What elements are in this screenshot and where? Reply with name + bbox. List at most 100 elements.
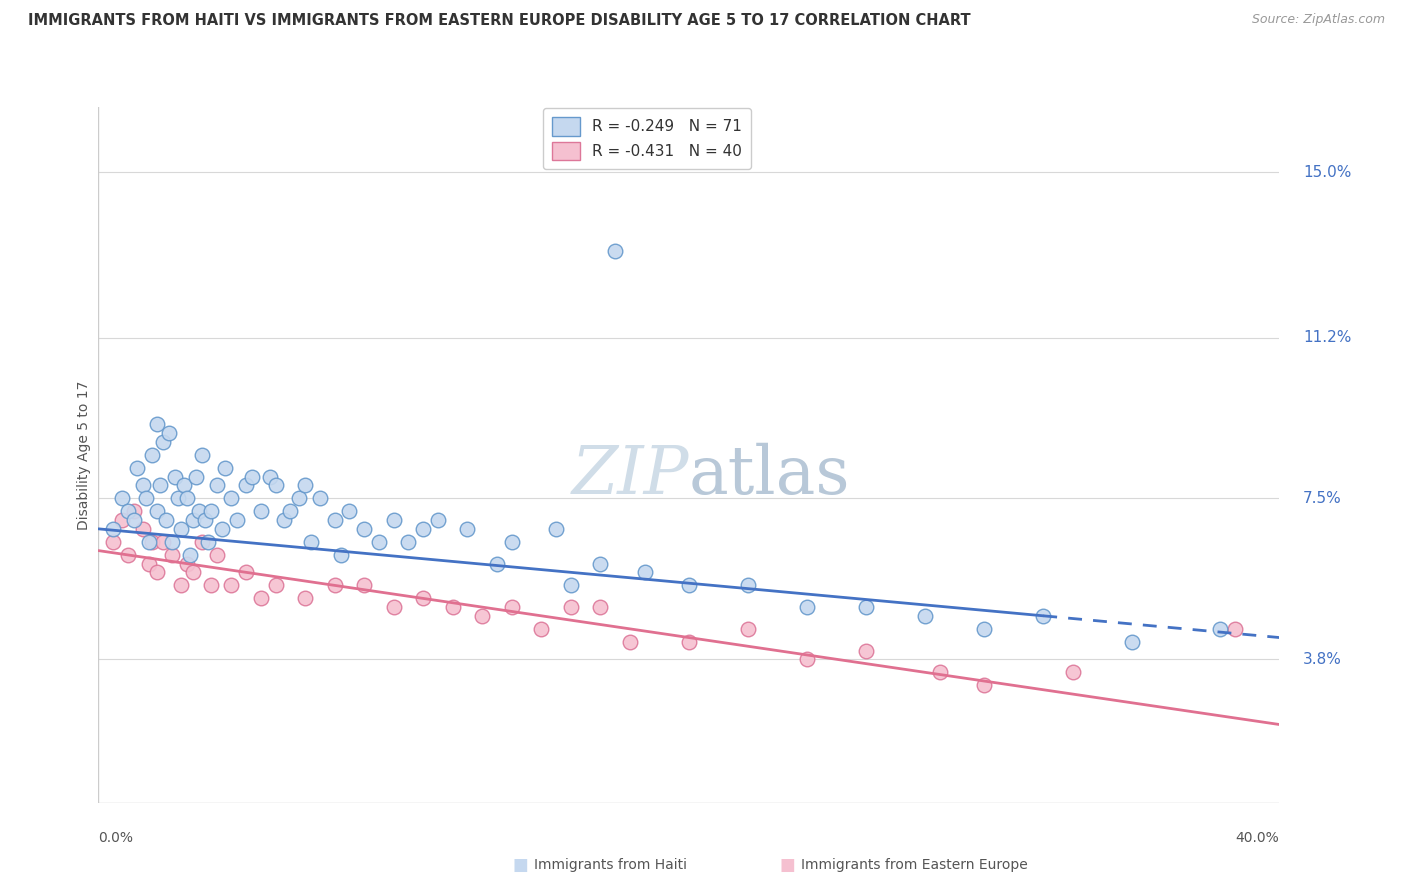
Point xyxy=(560,600,582,615)
Point xyxy=(117,504,139,518)
Point xyxy=(353,578,375,592)
Point xyxy=(294,478,316,492)
Point xyxy=(219,578,243,592)
Point xyxy=(368,534,391,549)
Point xyxy=(264,478,287,492)
Point xyxy=(928,665,950,680)
Point xyxy=(125,461,148,475)
Text: ■: ■ xyxy=(512,856,529,874)
Point xyxy=(278,504,302,518)
Point xyxy=(191,448,214,462)
Point xyxy=(323,513,346,527)
Point xyxy=(138,557,160,571)
Point xyxy=(205,478,228,492)
Point xyxy=(678,578,700,592)
Point xyxy=(187,504,209,518)
Point xyxy=(1223,622,1246,636)
Point xyxy=(155,513,177,527)
Point xyxy=(200,504,222,518)
Legend: R = -0.249   N = 71, R = -0.431   N = 40: R = -0.249 N = 71, R = -0.431 N = 40 xyxy=(543,108,751,169)
Point xyxy=(796,652,818,666)
Point xyxy=(250,591,273,606)
Point xyxy=(605,244,627,258)
Text: ■: ■ xyxy=(779,856,796,874)
Point xyxy=(235,566,257,580)
Point xyxy=(181,566,204,580)
Text: 7.5%: 7.5% xyxy=(1303,491,1341,506)
Text: 11.2%: 11.2% xyxy=(1303,330,1351,345)
Y-axis label: Disability Age 5 to 17: Disability Age 5 to 17 xyxy=(77,380,91,530)
Point xyxy=(427,513,450,527)
Point xyxy=(486,557,509,571)
Point xyxy=(184,469,207,483)
Point xyxy=(259,469,281,483)
Point xyxy=(412,522,434,536)
Point xyxy=(162,548,183,562)
Point xyxy=(737,578,759,592)
Point xyxy=(382,600,405,615)
Point xyxy=(309,491,332,506)
Point xyxy=(288,491,311,506)
Point xyxy=(235,478,257,492)
Point xyxy=(214,461,236,475)
Point xyxy=(162,534,183,549)
Point xyxy=(530,622,553,636)
Point xyxy=(122,504,145,518)
Text: 0.0%: 0.0% xyxy=(98,830,134,845)
Point xyxy=(176,491,198,506)
Point xyxy=(914,608,936,623)
Point xyxy=(501,534,523,549)
Point xyxy=(264,578,287,592)
Point xyxy=(589,600,612,615)
Point xyxy=(294,591,316,606)
Point xyxy=(678,635,700,649)
Point xyxy=(135,491,157,506)
Point xyxy=(250,504,273,518)
Point xyxy=(146,566,169,580)
Point xyxy=(456,522,478,536)
Point xyxy=(382,513,405,527)
Point xyxy=(240,469,263,483)
Point xyxy=(205,548,228,562)
Point xyxy=(337,504,360,518)
Point xyxy=(619,635,641,649)
Point xyxy=(855,600,877,615)
Point xyxy=(170,522,193,536)
Point xyxy=(200,578,222,592)
Point xyxy=(149,478,172,492)
Point xyxy=(179,548,201,562)
Point xyxy=(633,566,655,580)
Point xyxy=(412,591,434,606)
Point xyxy=(173,478,195,492)
Point xyxy=(855,643,877,657)
Text: ZIP: ZIP xyxy=(571,443,689,508)
Point xyxy=(737,622,759,636)
Point xyxy=(122,513,145,527)
Point xyxy=(353,522,375,536)
Point xyxy=(191,534,214,549)
Point xyxy=(796,600,818,615)
Text: IMMIGRANTS FROM HAITI VS IMMIGRANTS FROM EASTERN EUROPE DISABILITY AGE 5 TO 17 C: IMMIGRANTS FROM HAITI VS IMMIGRANTS FROM… xyxy=(28,13,970,29)
Point xyxy=(546,522,568,536)
Text: 40.0%: 40.0% xyxy=(1236,830,1279,845)
Point xyxy=(146,417,169,432)
Point xyxy=(299,534,322,549)
Point xyxy=(117,548,139,562)
Text: Immigrants from Eastern Europe: Immigrants from Eastern Europe xyxy=(801,858,1028,872)
Point xyxy=(132,478,155,492)
Point xyxy=(181,513,204,527)
Point xyxy=(1032,608,1054,623)
Point xyxy=(197,534,219,549)
Point xyxy=(194,513,217,527)
Point xyxy=(396,534,419,549)
Point xyxy=(170,578,193,592)
Point xyxy=(501,600,523,615)
Point xyxy=(471,608,494,623)
Point xyxy=(226,513,249,527)
Point xyxy=(273,513,295,527)
Point xyxy=(1062,665,1084,680)
Text: atlas: atlas xyxy=(689,443,851,508)
Point xyxy=(152,434,174,449)
Point xyxy=(167,491,190,506)
Point xyxy=(103,522,125,536)
